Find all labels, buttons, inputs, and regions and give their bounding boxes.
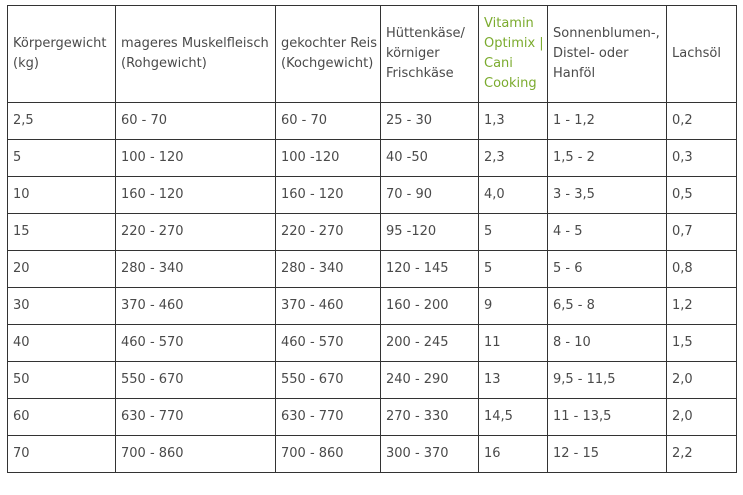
table-cell: 0,3 bbox=[666, 139, 737, 177]
header-salmon-oil: Lachsöl bbox=[666, 5, 737, 103]
table-cell: 2,5 bbox=[7, 102, 116, 140]
table-cell: 1,5 bbox=[666, 324, 737, 362]
table-cell: 120 - 145 bbox=[380, 250, 479, 288]
table-cell: 11 - 13,5 bbox=[547, 398, 667, 436]
table-cell: 70 bbox=[7, 435, 116, 473]
table-row: 70 700 - 860 700 - 860 300 - 370 16 12 - 15 2,… bbox=[7, 435, 737, 473]
table-cell: 550 - 670 bbox=[275, 361, 381, 399]
table-cell: 1 - 1,2 bbox=[547, 102, 667, 140]
table-cell: 11 bbox=[478, 324, 548, 362]
header-lean-meat: mageres Muskelfleisch (Rohgewicht) bbox=[115, 5, 276, 103]
table-cell: 100 - 120 bbox=[115, 139, 276, 177]
table-cell: 460 - 570 bbox=[275, 324, 381, 362]
table-cell: 1,5 - 2 bbox=[547, 139, 667, 177]
table-cell: 4 - 5 bbox=[547, 213, 667, 251]
vitamin-optimix-link[interactable]: Vitamin Optimix | Cani Cooking bbox=[484, 16, 544, 91]
table-cell: 60 - 70 bbox=[115, 102, 276, 140]
table-cell: 280 - 340 bbox=[115, 250, 276, 288]
table-cell: 3 - 3,5 bbox=[547, 176, 667, 214]
table-cell: 200 - 245 bbox=[380, 324, 479, 362]
table-cell: 14,5 bbox=[478, 398, 548, 436]
table-cell: 5 bbox=[7, 139, 116, 177]
table-row: 10 160 - 120 160 - 120 70 - 90 4,0 3 - 3,5 0,5 bbox=[7, 176, 737, 214]
table-cell: 70 - 90 bbox=[380, 176, 479, 214]
table-cell: 5 bbox=[478, 250, 548, 288]
table-cell: 40 -50 bbox=[380, 139, 479, 177]
table-cell: 12 - 15 bbox=[547, 435, 667, 473]
table-cell: 630 - 770 bbox=[115, 398, 276, 436]
table-cell: 8 - 10 bbox=[547, 324, 667, 362]
table-row: 50 550 - 670 550 - 670 240 - 290 13 9,5 - 11,… bbox=[7, 361, 737, 399]
table-cell: 100 -120 bbox=[275, 139, 381, 177]
table-cell: 2,2 bbox=[666, 435, 737, 473]
table-cell: 0,8 bbox=[666, 250, 737, 288]
table-row: 5 100 - 120 100 -120 40 -50 2,3 1,5 - 2 0,3 bbox=[7, 139, 737, 177]
table-header-row: Körpergewicht (kg) mageres Muskelfleisch… bbox=[7, 5, 737, 103]
table-cell: 2,3 bbox=[478, 139, 548, 177]
table-cell: 5 bbox=[478, 213, 548, 251]
table-cell: 270 - 330 bbox=[380, 398, 479, 436]
table-cell: 40 bbox=[7, 324, 116, 362]
table-cell: 460 - 570 bbox=[115, 324, 276, 362]
table-cell: 5 - 6 bbox=[547, 250, 667, 288]
table-cell: 550 - 670 bbox=[115, 361, 276, 399]
header-body-weight: Körpergewicht (kg) bbox=[7, 5, 116, 103]
table-cell: 0,5 bbox=[666, 176, 737, 214]
table-cell: 240 - 290 bbox=[380, 361, 479, 399]
table-body: 2,5 60 - 70 60 - 70 25 - 30 1,3 1 - 1,2 0,2 5 10… bbox=[7, 102, 737, 473]
table-cell: 4,0 bbox=[478, 176, 548, 214]
table-cell: 60 - 70 bbox=[275, 102, 381, 140]
table-row: 15 220 - 270 220 - 270 95 -120 5 4 - 5 0,7 bbox=[7, 213, 737, 251]
table-cell: 2,0 bbox=[666, 398, 737, 436]
table-cell: 160 - 200 bbox=[380, 287, 479, 325]
table-cell: 13 bbox=[478, 361, 548, 399]
table-cell: 300 - 370 bbox=[380, 435, 479, 473]
header-vegetable-oil: Sonnenblumen-, Distel- oder Hanföl bbox=[547, 5, 667, 103]
table-cell: 220 - 270 bbox=[275, 213, 381, 251]
table-cell: 280 - 340 bbox=[275, 250, 381, 288]
feeding-table: Körpergewicht (kg) mageres Muskelfleisch… bbox=[7, 5, 737, 473]
table-cell: 1,3 bbox=[478, 102, 548, 140]
table-cell: 30 bbox=[7, 287, 116, 325]
header-vitamin-optimix[interactable]: Vitamin Optimix | Cani Cooking bbox=[478, 5, 548, 103]
table-row: 40 460 - 570 460 - 570 200 - 245 11 8 - 10 1,5 bbox=[7, 324, 737, 362]
table-cell: 1,2 bbox=[666, 287, 737, 325]
table-cell: 160 - 120 bbox=[275, 176, 381, 214]
table-cell: 50 bbox=[7, 361, 116, 399]
table-cell: 220 - 270 bbox=[115, 213, 276, 251]
table-cell: 370 - 460 bbox=[275, 287, 381, 325]
feeding-table-container: Körpergewicht (kg) mageres Muskelfleisch… bbox=[7, 5, 737, 473]
table-cell: 20 bbox=[7, 250, 116, 288]
table-cell: 9,5 - 11,5 bbox=[547, 361, 667, 399]
table-cell: 0,2 bbox=[666, 102, 737, 140]
table-cell: 160 - 120 bbox=[115, 176, 276, 214]
table-cell: 16 bbox=[478, 435, 548, 473]
table-cell: 60 bbox=[7, 398, 116, 436]
table-cell: 9 bbox=[478, 287, 548, 325]
table-cell: 370 - 460 bbox=[115, 287, 276, 325]
table-row: 60 630 - 770 630 - 770 270 - 330 14,5 11 - 13… bbox=[7, 398, 737, 436]
table-row: 2,5 60 - 70 60 - 70 25 - 30 1,3 1 - 1,2 0,2 bbox=[7, 102, 737, 140]
table-cell: 95 -120 bbox=[380, 213, 479, 251]
header-cooked-rice: gekochter Reis (Kochgewicht) bbox=[275, 5, 381, 103]
table-cell: 15 bbox=[7, 213, 116, 251]
table-row: 30 370 - 460 370 - 460 160 - 200 9 6,5 - 8 1,2 bbox=[7, 287, 737, 325]
table-cell: 10 bbox=[7, 176, 116, 214]
table-cell: 630 - 770 bbox=[275, 398, 381, 436]
table-cell: 25 - 30 bbox=[380, 102, 479, 140]
table-cell: 0,7 bbox=[666, 213, 737, 251]
table-cell: 700 - 860 bbox=[115, 435, 276, 473]
table-row: 20 280 - 340 280 - 340 120 - 145 5 5 - 6 0,8 bbox=[7, 250, 737, 288]
table-cell: 6,5 - 8 bbox=[547, 287, 667, 325]
table-cell: 700 - 860 bbox=[275, 435, 381, 473]
table-cell: 2,0 bbox=[666, 361, 737, 399]
header-cottage-cheese: Hüttenkäse/ körniger Frischkäse bbox=[380, 5, 479, 103]
